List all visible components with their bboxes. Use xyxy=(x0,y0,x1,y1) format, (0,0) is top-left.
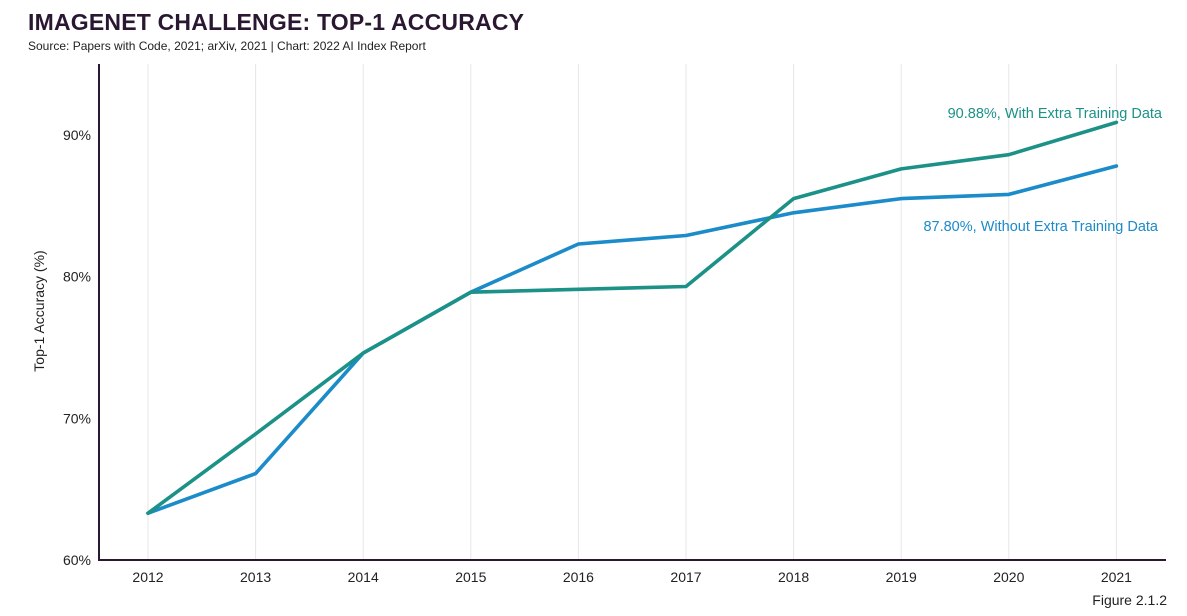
y-tick-label: 80% xyxy=(63,269,91,285)
x-tick-label: 2017 xyxy=(670,569,701,585)
chart-title: IMAGENET CHALLENGE: TOP-1 ACCURACY xyxy=(28,9,525,35)
x-tick-label: 2018 xyxy=(778,569,809,585)
y-tick-label: 60% xyxy=(63,552,91,568)
x-tick-label: 2013 xyxy=(240,569,271,585)
x-tick-label: 2012 xyxy=(132,569,163,585)
y-tick-label: 90% xyxy=(63,127,91,143)
series-lines xyxy=(146,120,1119,516)
x-tick-label: 2014 xyxy=(348,569,379,585)
gridlines xyxy=(147,64,1117,560)
annotation-without-extra-data: 87.80%, Without Extra Training Data xyxy=(923,219,1158,235)
series-line-without-extra-data xyxy=(146,164,1119,516)
chart-subtitle: Source: Papers with Code, 2021; arXiv, 2… xyxy=(28,39,426,53)
x-tick-label: 2021 xyxy=(1101,569,1132,585)
tick-labels: 2012 2013 2014 2015 2016 2017 2018 2019 2020 2021… xyxy=(63,127,1132,585)
x-tick-label: 2015 xyxy=(455,569,486,585)
x-tick-label: 2020 xyxy=(993,569,1024,585)
figure-label: Figure 2.1.2 xyxy=(1092,592,1167,608)
annotation-with-extra-data: 90.88%, With Extra Training Data xyxy=(948,106,1163,122)
y-axis-title: Top-1 Accuracy (%) xyxy=(31,250,47,371)
y-tick-label: 70% xyxy=(63,410,91,426)
x-tick-label: 2019 xyxy=(886,569,917,585)
series-line-with-extra-data xyxy=(146,120,1119,516)
axes xyxy=(98,64,1166,561)
x-tick-label: 2016 xyxy=(563,569,594,585)
